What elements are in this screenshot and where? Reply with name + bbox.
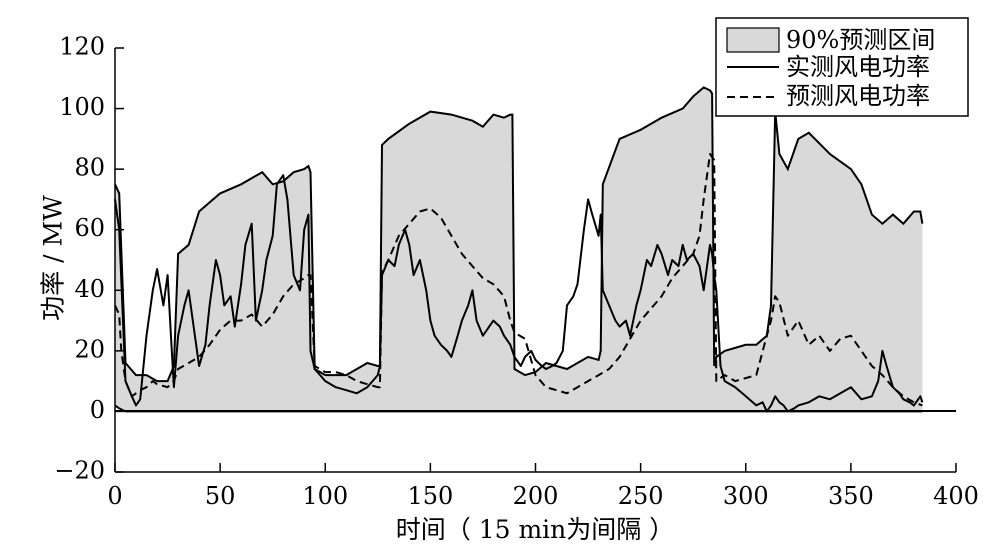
y-tick-label: 120 — [59, 33, 105, 61]
y-tick-label: 0 — [90, 396, 105, 424]
y-tick-label: 60 — [74, 214, 105, 242]
legend: 90%预测区间 实测风电功率 预测风电功率 — [715, 17, 969, 117]
y-tick-label: 100 — [59, 93, 105, 121]
y-tick-label: −20 — [54, 457, 105, 485]
x-tick-label: 300 — [723, 482, 769, 510]
forecast-power-line — [114, 153, 923, 407]
y-tick-label: 20 — [74, 335, 105, 363]
interval-area — [115, 87, 923, 412]
x-ticks: 0 50 100 150 200 250 300 350 400 — [107, 463, 979, 510]
y-axis-label: 功率 / MW — [39, 195, 68, 321]
y-tick-label: 80 — [74, 154, 105, 182]
actual-power-line — [114, 174, 924, 413]
x-tick-label: 50 — [205, 482, 236, 510]
interval-upper-line — [114, 86, 924, 383]
x-tick-label: 150 — [407, 482, 453, 510]
y-ticks: −20 0 20 40 60 80 100 120 — [54, 33, 124, 485]
x-tick-label: 400 — [933, 482, 979, 510]
x-tick-label: 100 — [302, 482, 348, 510]
legend-forecast-label: 预测风电功率 — [786, 82, 930, 110]
x-tick-label: 200 — [513, 482, 559, 510]
x-axis-label: 时间（ 15 min为间隔 ） — [396, 515, 674, 544]
x-tick-label: 0 — [107, 482, 122, 510]
y-tick-label: 40 — [74, 275, 105, 303]
legend-interval-label: 90%预测区间 — [786, 26, 935, 54]
x-tick-label: 350 — [828, 482, 874, 510]
series-layer — [114, 153, 924, 413]
legend-interval-swatch — [726, 27, 780, 53]
legend-actual-label: 实测风电功率 — [786, 53, 930, 81]
x-tick-label: 250 — [618, 482, 664, 510]
